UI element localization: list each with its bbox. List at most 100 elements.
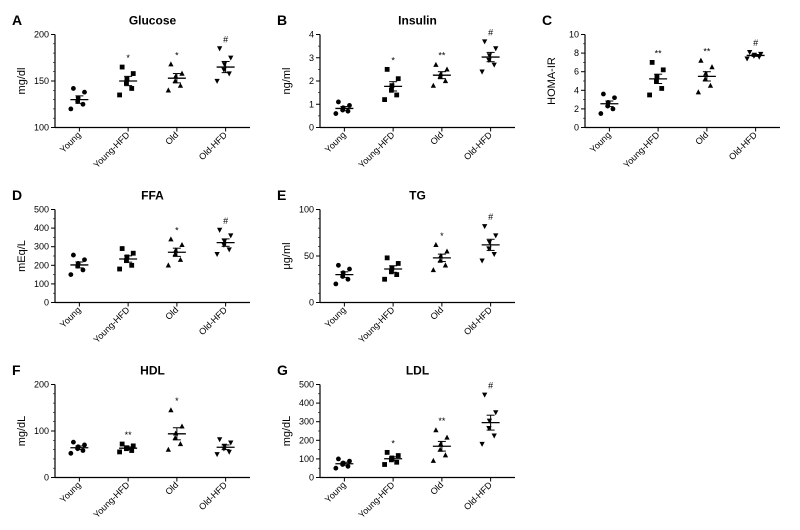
y-tick-label: 1 [309,99,314,109]
significance-marker: ** [438,416,446,426]
y-tick-label: 10 [569,30,579,40]
y-tick-label: 4 [574,85,579,95]
significance-marker: * [175,225,179,235]
x-tick-label: Old [428,130,445,147]
x-tick-label: Old-HFD [727,129,760,162]
significance-marker: * [391,438,395,448]
y-tick-label: 2 [574,104,579,114]
panel-b: Insulin 0 1 2 3 4 ng/ml Young Young-HFD Old Old-HF… [275,10,525,175]
y-tick-label: 200 [34,380,49,390]
x-tick-label: Young [58,480,83,505]
x-tick-label: Young-HFD [621,129,661,169]
y-tick-label: 6 [574,67,579,77]
panel-a: Glucose100150200mg/dlYoungYoung-HFDOldOl… [10,10,260,175]
x-tick-label: Young-HFD [91,304,131,344]
x-tick-label: Old [163,480,180,497]
y-tick-label: 200 [299,435,314,445]
y-tick-label: 200 [34,260,49,270]
significance-marker: # [753,38,758,48]
y-tick-label: 0 [309,298,314,308]
y-tick-label: 0 [44,298,49,308]
panel-label: C [542,12,552,28]
y-tick-label: 0 [309,473,314,483]
y-tick-label: 100 [299,454,314,464]
significance-marker: # [488,212,493,222]
y-tick-label: 300 [299,417,314,427]
x-tick-label: Old [163,305,180,322]
significance-marker: * [175,50,179,60]
significance-marker: * [391,55,395,65]
y-tick-label: 100 [299,205,314,215]
y-tick-label: 100 [34,123,49,133]
significance-marker: ** [438,51,446,61]
y-axis-label: ng/ml [281,68,293,95]
x-tick-label: Young [323,130,348,155]
panel-e: TG050100μg/mlYoungYoung-HFDOldOld-HFD*#E [275,185,525,350]
y-tick-label: 300 [34,242,49,252]
y-tick-label: 0 [44,473,49,483]
panel-g: LDL 0 100 200 300 400 500 mg/dL Young Young-HFD Ol… [275,360,525,525]
y-tick-label: 4 [309,30,314,40]
significance-marker: ** [703,47,711,57]
x-tick-label: Young-HFD [356,479,396,519]
chart-title: HDL [140,364,165,378]
x-tick-label: Old-HFD [462,479,495,512]
chart-title: TG [409,189,426,203]
x-tick-label: Young [58,305,83,330]
x-tick-label: Old [428,480,445,497]
x-tick-label: Young [323,480,348,505]
y-tick-label: 200 [34,30,49,40]
y-axis-label: mEq/L [16,240,28,272]
x-tick-label: Old-HFD [462,129,495,162]
y-tick-label: 400 [299,398,314,408]
significance-marker: ** [125,430,133,440]
panel-label: F [12,362,21,378]
panel-c: 0246810HOMA-IRYoungYoung-HFDOldOld-HFD**… [540,10,790,175]
panel-label: E [277,187,286,203]
y-tick-label: 500 [34,205,49,215]
chart-title: LDL [406,364,429,378]
x-tick-label: Young-HFD [356,304,396,344]
y-axis-label: mg/dl [16,68,28,95]
significance-marker: # [488,381,493,391]
x-tick-label: Young-HFD [356,129,396,169]
significance-marker: # [488,27,493,37]
y-tick-label: 2 [309,76,314,86]
y-tick-label: 0 [574,123,579,133]
x-tick-label: Old [693,130,710,147]
y-tick-label: 100 [34,279,49,289]
x-tick-label: Young-HFD [91,479,131,519]
y-axis-label: mg/dL [281,416,293,447]
significance-marker: ** [655,48,663,58]
x-tick-label: Old-HFD [197,304,230,337]
significance-marker: # [223,216,228,226]
y-axis-label: HOMA-IR [546,57,558,105]
x-tick-label: Old-HFD [197,479,230,512]
panel-label: B [277,12,287,28]
x-tick-label: Young [58,130,83,155]
significance-marker: * [126,53,130,63]
panel-f: HDL 0 100 200 mg/dL Young Young-HFD Old Old-HFD *… [10,360,260,525]
x-tick-label: Young-HFD [91,129,131,169]
y-axis-label: μg/ml [281,242,293,269]
panel-label: A [12,12,22,28]
y-tick-label: 50 [304,251,314,261]
figure-grid: Glucose100150200mg/dlYoungYoung-HFDOldOl… [10,10,790,520]
significance-marker: # [223,34,228,44]
x-tick-label: Young [323,305,348,330]
chart-title: FFA [141,189,164,203]
y-tick-label: 100 [34,426,49,436]
significance-marker: * [440,231,444,241]
x-tick-label: Old [163,130,180,147]
y-tick-label: 400 [34,223,49,233]
y-tick-label: 3 [309,53,314,63]
chart-title: Insulin [398,14,437,28]
chart-title: Glucose [129,14,177,28]
y-tick-label: 0 [309,123,314,133]
y-tick-label: 8 [574,48,579,58]
panel-label: D [12,187,22,203]
y-axis-label: mg/dL [16,416,28,447]
y-tick-label: 500 [299,380,314,390]
panel-label: G [277,362,288,378]
panel-d: FFA 0 100 200 300 400 500 mEq/L Young Young-HFD Ol… [10,185,260,350]
